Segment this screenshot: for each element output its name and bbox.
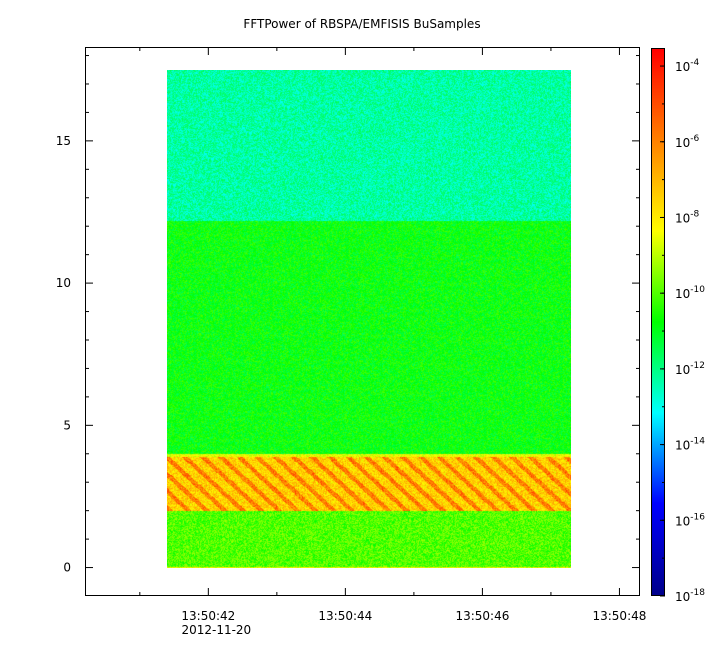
x-tick-label: 13:50:46 [455,609,509,623]
colorbar-tick-label: 10-6 [675,134,700,150]
colorbar-tick-label: 10-16 [675,512,705,528]
y-tick-label: 5 [63,418,71,432]
x-tick-label: 13:50:42 [181,609,235,623]
spectrogram-image [167,70,571,568]
colorbar-tick-label: 10-10 [675,285,705,301]
y-tick-label: 15 [56,134,71,148]
colorbar-tick-label: 10-8 [675,209,700,225]
x-tick-label: 13:50:48 [592,609,646,623]
colorbar-tick-label: 10-12 [675,361,705,377]
y-tick-label: 0 [63,561,71,575]
chart-title: FFTPower of RBSPA/EMFISIS BuSamples [243,17,481,31]
colorbar-tick-label: 10-4 [675,58,700,74]
y-tick-label: 10 [56,276,71,290]
x-date-label: 2012-11-20 [181,623,251,637]
colorbar-tick-label: 10-18 [675,588,705,604]
colorbar-tick-label: 10-14 [675,437,705,453]
x-tick-label: 13:50:44 [318,609,372,623]
colorbar [651,48,665,596]
